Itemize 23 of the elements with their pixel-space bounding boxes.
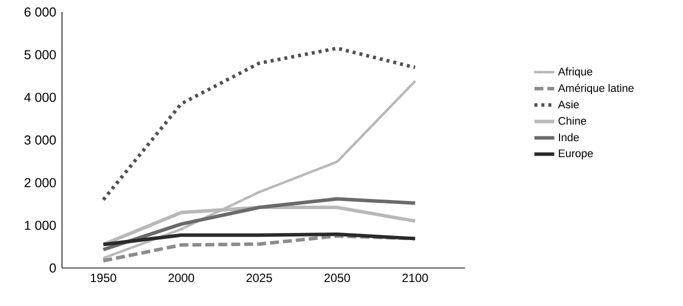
legend-label: Amérique latine [558, 84, 634, 94]
line-series [102, 46, 417, 202]
legend-label: Inde [559, 133, 579, 142]
y-tick-label: 0 [50, 263, 56, 273]
y-tick-label: 3 000 [24, 135, 56, 145]
x-tick-label: 2050 [324, 274, 350, 282]
legend-label: Europe [558, 150, 593, 160]
line-series [102, 232, 417, 246]
line-series [102, 234, 417, 262]
y-tick-label: 5 000 [24, 50, 56, 60]
y-tick-label: 2 000 [24, 178, 56, 188]
x-tick-label: 1950 [90, 274, 116, 282]
legend-label: Afrique [558, 67, 592, 78]
line-series [102, 80, 416, 260]
x-tick-label: 2100 [402, 274, 428, 282]
y-tick-label: 4 000 [24, 92, 56, 102]
legend-label: Asie [558, 100, 579, 108]
y-tick-label: 6 000 [24, 7, 56, 17]
x-tick-label: 2000 [168, 274, 194, 282]
y-tick-label: 1 000 [24, 220, 56, 230]
line-series [102, 197, 417, 252]
x-tick-label: 2025 [246, 274, 272, 282]
legend-label: Chine [558, 116, 586, 125]
